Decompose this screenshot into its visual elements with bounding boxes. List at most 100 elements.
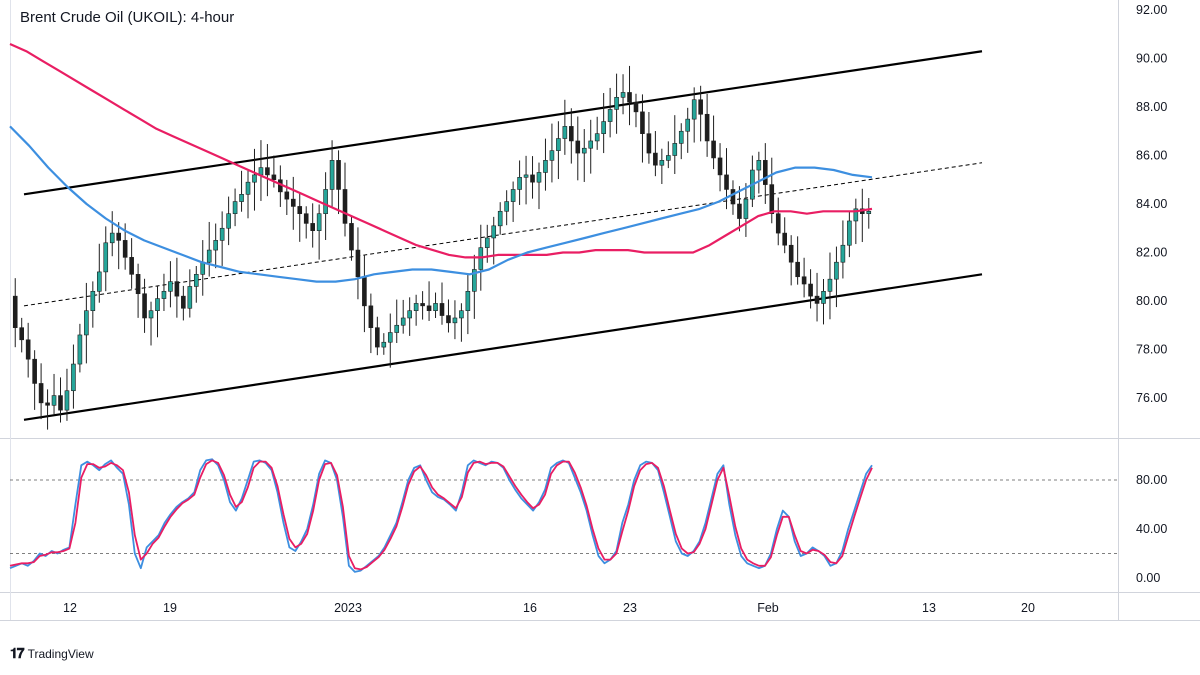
stoch-axis-tick: 80.00 bbox=[1136, 473, 1167, 487]
candle-body bbox=[724, 174, 729, 190]
candle-body bbox=[252, 174, 257, 183]
candle-body bbox=[827, 278, 833, 292]
candle-body bbox=[407, 310, 412, 319]
price-axis-tick: 78.00 bbox=[1136, 343, 1167, 357]
candle-body bbox=[640, 111, 645, 134]
candle-body bbox=[38, 383, 44, 404]
candle-body bbox=[775, 213, 781, 234]
candle-body bbox=[666, 155, 671, 161]
candle-body bbox=[459, 310, 464, 319]
candle-body bbox=[808, 283, 813, 297]
price-axis-tick: 88.00 bbox=[1136, 100, 1167, 114]
time-axis-tick: 23 bbox=[623, 601, 637, 615]
candle-body bbox=[556, 138, 561, 151]
candle-body bbox=[601, 121, 606, 134]
price-axis-tick: 76.00 bbox=[1136, 391, 1167, 405]
candle-body bbox=[161, 290, 167, 299]
stoch-axis-tick: 40.00 bbox=[1136, 522, 1167, 536]
price-axis-tick: 90.00 bbox=[1136, 52, 1167, 66]
candle-body bbox=[834, 261, 839, 280]
candle-body bbox=[271, 174, 277, 181]
candle-body bbox=[691, 99, 697, 120]
candle-body bbox=[90, 290, 96, 311]
candle-body bbox=[375, 327, 380, 348]
time-axis-tick: 20 bbox=[1021, 601, 1035, 615]
candle-body bbox=[84, 310, 89, 336]
candle-body bbox=[71, 363, 76, 392]
candle-body bbox=[213, 240, 218, 251]
candle-body bbox=[329, 160, 335, 190]
candle-body bbox=[116, 232, 121, 241]
candle-body bbox=[193, 274, 199, 287]
candle-body bbox=[77, 334, 83, 365]
candle-body bbox=[769, 184, 775, 215]
candle-body bbox=[310, 223, 315, 231]
candle-body bbox=[717, 157, 723, 176]
candle-body bbox=[737, 203, 742, 219]
candle-body bbox=[497, 210, 503, 227]
candle-body bbox=[627, 92, 632, 103]
candle-body bbox=[58, 395, 63, 411]
candle-body bbox=[387, 332, 393, 343]
candle-body bbox=[782, 232, 788, 246]
candle-body bbox=[439, 303, 445, 316]
candle-body bbox=[400, 317, 406, 326]
candle-body bbox=[543, 160, 548, 173]
candle-body bbox=[45, 402, 50, 406]
candle-body bbox=[523, 174, 529, 178]
candle-body bbox=[659, 160, 665, 166]
candle-body bbox=[290, 198, 296, 207]
candle-body bbox=[232, 201, 238, 214]
candle-body bbox=[155, 298, 160, 312]
candle-body bbox=[581, 147, 587, 154]
candle-body bbox=[265, 167, 270, 176]
candle-body bbox=[814, 295, 820, 304]
candle-body bbox=[206, 249, 212, 263]
candle-body bbox=[633, 101, 639, 113]
time-axis-tick: 16 bbox=[523, 601, 537, 615]
stoch-axis-tick: 0.00 bbox=[1136, 571, 1160, 585]
candle-body bbox=[187, 286, 193, 309]
candle-body bbox=[472, 269, 477, 292]
candle-body bbox=[698, 99, 703, 115]
ma-fast-line bbox=[9, 42, 873, 259]
candle-body bbox=[122, 240, 128, 258]
candle-body bbox=[446, 315, 451, 324]
candle-body bbox=[433, 303, 438, 311]
candle-body bbox=[426, 305, 432, 312]
candle-body bbox=[756, 160, 762, 171]
candle-body bbox=[284, 191, 290, 200]
candle-body bbox=[239, 194, 244, 202]
candle-body bbox=[536, 172, 542, 183]
candle-body bbox=[763, 160, 768, 185]
candle-body bbox=[866, 210, 872, 214]
candle-body bbox=[478, 247, 484, 270]
candle-body bbox=[510, 189, 516, 202]
channel-lower-line bbox=[23, 273, 983, 421]
stoch-d-line bbox=[9, 459, 873, 571]
candle-body bbox=[452, 317, 458, 324]
candle-body bbox=[174, 281, 180, 297]
candle-body bbox=[620, 92, 626, 98]
candle-body bbox=[801, 276, 807, 285]
candle-body bbox=[484, 237, 490, 248]
candle-body bbox=[607, 109, 613, 122]
candle-body bbox=[394, 324, 400, 333]
candle-body bbox=[303, 213, 309, 224]
price-axis-tick: 80.00 bbox=[1136, 294, 1167, 308]
candle-body bbox=[685, 118, 691, 132]
candle-body bbox=[96, 271, 102, 292]
tradingview-brand[interactable]: 𝟏𝟕 TradingView bbox=[10, 645, 94, 662]
candle-body bbox=[64, 390, 70, 411]
candle-body bbox=[219, 227, 225, 241]
candle-body bbox=[135, 274, 141, 295]
candle-body bbox=[381, 341, 387, 348]
candle-body bbox=[672, 143, 678, 156]
candle-body bbox=[12, 295, 18, 328]
candle-body bbox=[297, 206, 303, 215]
candle-body bbox=[342, 189, 348, 224]
candle-body bbox=[25, 339, 31, 360]
ma-slow-line bbox=[9, 125, 873, 283]
candle-body bbox=[614, 97, 619, 110]
